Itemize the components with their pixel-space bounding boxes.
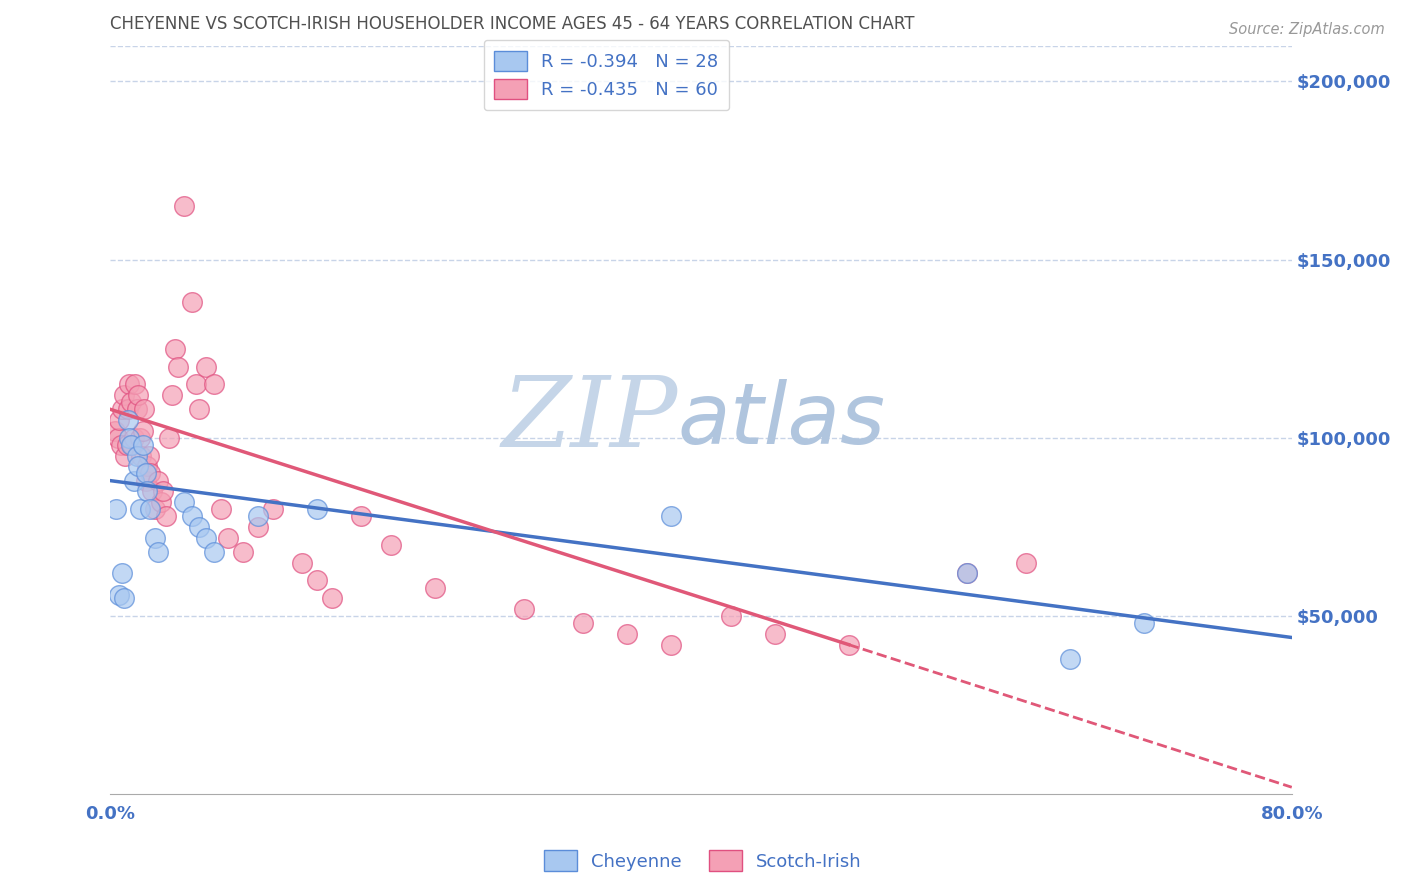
Point bbox=[187, 520, 209, 534]
Point bbox=[112, 388, 135, 402]
Point bbox=[246, 520, 269, 534]
Point bbox=[146, 474, 169, 488]
Point bbox=[1133, 616, 1156, 631]
Point bbox=[167, 359, 190, 374]
Point bbox=[117, 402, 139, 417]
Point bbox=[173, 199, 195, 213]
Point bbox=[143, 502, 166, 516]
Point bbox=[246, 509, 269, 524]
Point bbox=[127, 388, 149, 402]
Point bbox=[128, 431, 150, 445]
Point bbox=[125, 402, 148, 417]
Point bbox=[1015, 556, 1038, 570]
Point bbox=[107, 431, 129, 445]
Point bbox=[195, 359, 218, 374]
Point bbox=[157, 431, 180, 445]
Point bbox=[425, 581, 447, 595]
Point bbox=[111, 402, 134, 417]
Point bbox=[112, 591, 135, 606]
Text: CHEYENNE VS SCOTCH-IRISH HOUSEHOLDER INCOME AGES 45 - 64 YEARS CORRELATION CHART: CHEYENNE VS SCOTCH-IRISH HOUSEHOLDER INC… bbox=[110, 15, 915, 33]
Point bbox=[117, 413, 139, 427]
Point bbox=[162, 388, 184, 402]
Point bbox=[108, 413, 131, 427]
Point bbox=[173, 495, 195, 509]
Point bbox=[661, 638, 683, 652]
Point bbox=[118, 377, 141, 392]
Point bbox=[180, 295, 202, 310]
Point bbox=[720, 609, 742, 624]
Point bbox=[115, 438, 138, 452]
Point bbox=[118, 431, 141, 445]
Point bbox=[217, 531, 239, 545]
Point bbox=[131, 449, 153, 463]
Point bbox=[262, 502, 284, 516]
Point bbox=[956, 566, 979, 581]
Point bbox=[838, 638, 860, 652]
Point bbox=[105, 502, 128, 516]
Point bbox=[114, 449, 136, 463]
Point bbox=[132, 438, 155, 452]
Point bbox=[127, 459, 149, 474]
Point bbox=[956, 566, 979, 581]
Text: Source: ZipAtlas.com: Source: ZipAtlas.com bbox=[1229, 22, 1385, 37]
Point bbox=[152, 484, 174, 499]
Point bbox=[122, 431, 145, 445]
Point bbox=[209, 502, 232, 516]
Point bbox=[572, 616, 595, 631]
Point bbox=[187, 402, 209, 417]
Point bbox=[122, 474, 145, 488]
Point bbox=[132, 424, 155, 438]
Text: ZIP: ZIP bbox=[501, 372, 678, 467]
Point bbox=[513, 602, 536, 616]
Point bbox=[146, 545, 169, 559]
Point bbox=[139, 502, 162, 516]
Point bbox=[616, 627, 638, 641]
Point bbox=[661, 509, 683, 524]
Point bbox=[350, 509, 373, 524]
Point bbox=[143, 531, 166, 545]
Point bbox=[307, 574, 329, 588]
Point bbox=[121, 438, 143, 452]
Point bbox=[138, 449, 160, 463]
Point bbox=[184, 377, 207, 392]
Point bbox=[120, 438, 142, 452]
Point bbox=[135, 467, 157, 481]
Point bbox=[141, 484, 163, 499]
Point bbox=[124, 377, 146, 392]
Point bbox=[202, 377, 225, 392]
Point bbox=[155, 509, 177, 524]
Point bbox=[104, 424, 127, 438]
Text: atlas: atlas bbox=[678, 378, 886, 461]
Point bbox=[139, 467, 162, 481]
Point bbox=[149, 495, 172, 509]
Point bbox=[125, 449, 148, 463]
Point bbox=[195, 531, 218, 545]
Point bbox=[1059, 652, 1081, 666]
Point bbox=[136, 484, 159, 499]
Point bbox=[136, 459, 159, 474]
Point bbox=[165, 342, 187, 356]
Point bbox=[135, 474, 157, 488]
Point bbox=[120, 395, 142, 409]
Point bbox=[291, 556, 314, 570]
Point bbox=[108, 588, 131, 602]
Legend: Cheyenne, Scotch-Irish: Cheyenne, Scotch-Irish bbox=[537, 843, 869, 879]
Point bbox=[380, 538, 402, 552]
Point bbox=[128, 502, 150, 516]
Point bbox=[202, 545, 225, 559]
Point bbox=[232, 545, 254, 559]
Point bbox=[763, 627, 786, 641]
Point bbox=[321, 591, 343, 606]
Point bbox=[307, 502, 329, 516]
Point bbox=[110, 438, 132, 452]
Point bbox=[111, 566, 134, 581]
Point bbox=[134, 402, 156, 417]
Point bbox=[180, 509, 202, 524]
Legend: R = -0.394   N = 28, R = -0.435   N = 60: R = -0.394 N = 28, R = -0.435 N = 60 bbox=[484, 40, 730, 111]
